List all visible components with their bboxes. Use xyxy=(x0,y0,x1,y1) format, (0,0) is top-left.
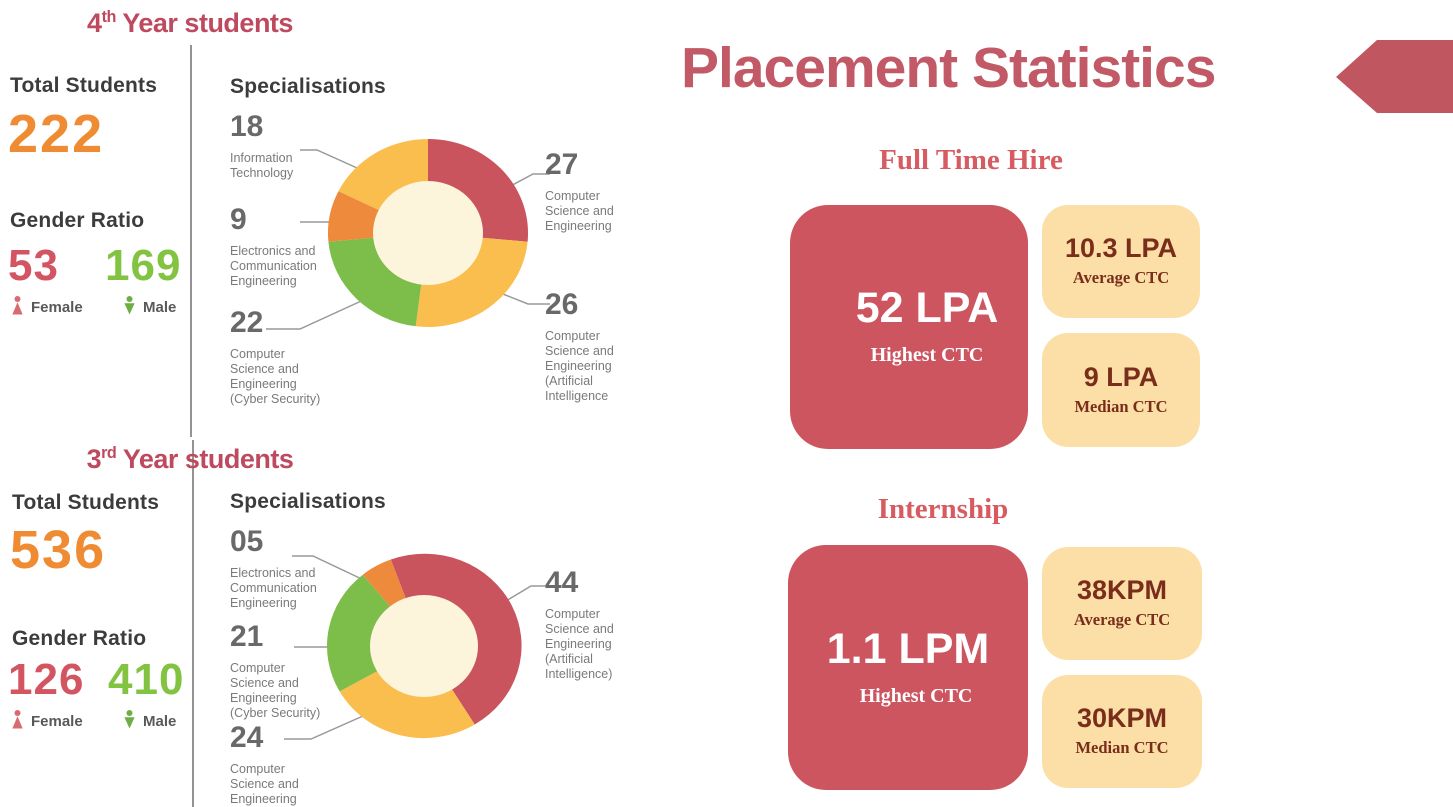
donut-segment xyxy=(327,191,428,242)
fulltime-median-card: 9 LPA Median CTC xyxy=(1042,333,1200,447)
y3-male-value: 410 xyxy=(108,655,185,704)
y4-callout-ai: 26 Computer Science and Engineering (Art… xyxy=(545,290,640,404)
callout-text: Computer Science and Engineering (Cyber … xyxy=(230,661,321,720)
y4-total-students-label: Total Students xyxy=(10,74,158,97)
y3-heading-sup: rd xyxy=(101,444,117,462)
y3-female-value: 126 xyxy=(8,655,85,704)
fulltime-highest-value: 52 LPA xyxy=(855,284,999,332)
callout-connector xyxy=(487,287,550,305)
y3-specialisations-label: Specialisations xyxy=(230,490,386,513)
donut-segment xyxy=(338,139,428,233)
fulltime-highest-card: 52 LPA Highest CTC xyxy=(790,205,1028,449)
callout-text: Computer Science and Engineering (Artifi… xyxy=(545,329,614,403)
y3-male-legend: Male xyxy=(122,709,176,731)
internship-highest-value: 1.1 LPM xyxy=(826,624,990,673)
y3-male-label: Male xyxy=(143,713,177,730)
callout-number: 22 xyxy=(230,306,264,339)
y4-total-students-value: 222 xyxy=(8,104,105,164)
callout-text: Computer Science and Engineering (Cyber … xyxy=(230,347,321,406)
y3-heading-rest: Year students xyxy=(116,444,294,474)
callout-text: Computer Science and Engineering xyxy=(545,189,614,233)
donut-segment xyxy=(390,553,522,725)
fulltime-average-value: 10.3 LPA xyxy=(1064,233,1178,263)
callout-text: Electronics and Communication Engineerin… xyxy=(230,244,317,288)
donut-segment xyxy=(415,233,528,328)
page-title: Placement Statistics xyxy=(681,36,1216,100)
y3-total-students-label: Total Students xyxy=(12,491,160,514)
fulltime-highest-label: Highest CTC xyxy=(870,344,984,366)
y4-callout-it: 18 Information Technology xyxy=(230,112,325,181)
donut-chart-year4 xyxy=(327,139,529,328)
fulltime-median-label: Median CTC xyxy=(1074,396,1168,416)
y3-callout-cyber: 21 Computer Science and Engineering (Cyb… xyxy=(230,622,340,721)
donut-hole xyxy=(370,595,478,697)
callout-number: 44 xyxy=(545,566,579,599)
y3-female-label: Female xyxy=(31,713,83,730)
y3-female-legend: Female xyxy=(10,709,83,731)
female-icon xyxy=(12,709,23,729)
internship-median-label: Median CTC xyxy=(1075,738,1169,757)
y3-gender-ratio-label: Gender Ratio xyxy=(12,627,147,650)
fulltime-median-value: 9 LPA xyxy=(1083,361,1159,392)
female-icon xyxy=(12,295,23,315)
y4-female-legend: Female xyxy=(10,295,83,317)
fulltime-heading: Full Time Hire xyxy=(879,144,1063,176)
internship-average-label: Average CTC xyxy=(1073,610,1171,629)
callout-connector xyxy=(488,585,550,612)
callout-number: 21 xyxy=(230,620,264,653)
y4-callout-cyber: 22 Computer Science and Engineering (Cyb… xyxy=(230,308,340,407)
y3-callout-ai: 44 Computer Science and Engineering (Art… xyxy=(545,568,640,682)
callout-number: 27 xyxy=(545,148,579,181)
donut-segment xyxy=(328,233,428,327)
y3-callout-cse: 24 Computer Science and Engineering xyxy=(230,723,325,807)
donut-segment xyxy=(339,646,475,739)
callout-text: Computer Science and Engineering xyxy=(230,762,299,806)
internship-highest-label: Highest CTC xyxy=(859,684,973,707)
y3-total-students-value: 536 xyxy=(10,520,107,580)
y4-male-label: Male xyxy=(143,299,177,316)
callout-text: Electronics and Communication Engineerin… xyxy=(230,566,317,610)
callout-number: 9 xyxy=(230,203,247,236)
title-arrow-icon xyxy=(1336,40,1453,113)
internship-highest-card: 1.1 LPM Highest CTC xyxy=(788,545,1028,790)
male-icon xyxy=(124,295,135,315)
y4-heading-rest: Year students xyxy=(115,8,293,38)
y4-specialisations-label: Specialisations xyxy=(230,75,386,98)
fulltime-average-card: 10.3 LPA Average CTC xyxy=(1042,205,1200,318)
callout-text: Information Technology xyxy=(230,151,294,180)
y4-heading-sup: th xyxy=(101,8,117,26)
callout-number: 26 xyxy=(545,288,579,321)
y4-female-value: 53 xyxy=(8,241,59,290)
internship-average-value: 38KPM xyxy=(1076,575,1168,605)
donut-segment xyxy=(428,139,529,242)
y4-heading: 4th Year students xyxy=(25,8,355,39)
y4-callout-cse: 27 Computer Science and Engineering xyxy=(545,150,640,234)
male-icon xyxy=(124,709,135,729)
y4-callout-ece: 9 Electronics and Communication Engineer… xyxy=(230,205,325,289)
y3-heading: 3rd Year students xyxy=(25,444,355,475)
y3-heading-num: 3 xyxy=(86,444,102,474)
internship-median-card: 30KPM Median CTC xyxy=(1042,675,1202,788)
fulltime-average-label: Average CTC xyxy=(1072,268,1170,287)
donut-hole xyxy=(373,181,483,285)
callout-number: 05 xyxy=(230,525,264,558)
y4-female-label: Female xyxy=(31,299,83,316)
callout-text: Computer Science and Engineering (Artifi… xyxy=(545,607,614,681)
y4-male-value: 169 xyxy=(105,241,182,290)
callout-number: 24 xyxy=(230,721,264,754)
y3-callout-ece: 05 Electronics and Communication Enginee… xyxy=(230,527,325,611)
y4-gender-ratio-label: Gender Ratio xyxy=(10,209,145,232)
donut-segment xyxy=(327,574,424,692)
internship-median-value: 30KPM xyxy=(1076,703,1168,733)
internship-heading: Internship xyxy=(877,493,1009,525)
callout-connector xyxy=(489,173,550,198)
donut-segment xyxy=(362,559,424,646)
callout-number: 18 xyxy=(230,110,264,143)
donut-chart-year3 xyxy=(327,553,522,739)
internship-average-card: 38KPM Average CTC xyxy=(1042,547,1202,660)
y4-heading-num: 4 xyxy=(87,8,102,38)
y4-male-legend: Male xyxy=(122,295,176,317)
